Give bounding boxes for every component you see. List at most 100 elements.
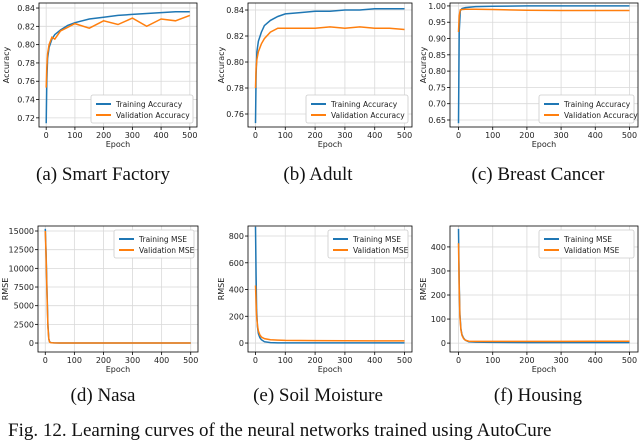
x-tick-label: 300	[337, 356, 352, 365]
y-tick-label: 300	[431, 267, 446, 276]
x-tick-label: 0	[456, 356, 461, 365]
y-tick-label: 200	[431, 291, 446, 300]
x-axis-label: Epoch	[106, 140, 131, 149]
x-tick-label: 400	[154, 356, 169, 365]
x-axis-label: Epoch	[106, 365, 131, 374]
x-tick-label: 200	[96, 356, 111, 365]
x-axis-label: Epoch	[318, 365, 343, 374]
legend-label: Validation MSE	[353, 246, 409, 255]
legend: Training MSE Validation MSE	[538, 229, 635, 259]
x-tick-label: 200	[307, 131, 322, 140]
y-tick-label: 0	[29, 339, 34, 348]
legend: Training Accuracy Validation Accuracy	[90, 94, 194, 124]
caption-b: (b) Adult	[283, 164, 353, 185]
x-tick-label: 200	[96, 131, 111, 140]
legend-label: Validation Accuracy	[331, 111, 405, 120]
series-line-validation	[254, 26, 405, 89]
x-tick-label: 500	[397, 356, 412, 365]
y-tick-label: 2500	[14, 320, 34, 329]
y-tick-label: 0.78	[17, 59, 35, 68]
y-tick-label: 0.90	[428, 35, 446, 44]
x-tick-label: 300	[337, 131, 352, 140]
x-tick-label: 500	[183, 356, 198, 365]
series-line-validation	[457, 243, 630, 343]
legend-label: Training MSE	[563, 235, 612, 244]
subplot-a: 0 100 200 300 400 500 0.72 0.74 0.76 0.78 0.80 0.82…	[2, 2, 198, 149]
x-tick-label: 400	[367, 131, 382, 140]
y-tick-label: 1.00	[428, 2, 446, 11]
x-tick-label: 200	[519, 356, 534, 365]
y-axis-label: Accuracy	[419, 46, 428, 83]
subplot-d: 0 100 200 300 400 500025005000750010000125001…	[1, 225, 199, 374]
x-tick-label: 300	[125, 131, 140, 140]
legend-label: Training Accuracy	[563, 100, 631, 109]
legend-box	[90, 94, 194, 124]
series-line-validation	[45, 14, 191, 88]
y-tick-label: 200	[229, 312, 244, 321]
y-tick-label: 400	[229, 286, 244, 295]
x-tick-label: 500	[182, 131, 197, 140]
x-tick-label: 100	[485, 131, 500, 140]
series-line-validation	[254, 285, 405, 342]
x-tick-label: 100	[278, 356, 293, 365]
series-line-training	[457, 5, 630, 124]
y-tick-label: 0.84	[17, 4, 35, 13]
y-tick-label: 800	[229, 232, 244, 241]
x-tick-label: 500	[622, 356, 637, 365]
x-tick-label: 400	[588, 356, 603, 365]
y-tick-label: 0.70	[428, 100, 446, 109]
x-tick-label: 300	[553, 356, 568, 365]
legend-label: Validation Accuracy	[564, 111, 638, 120]
y-tick-label: 400	[431, 243, 446, 252]
figure-caption: Fig. 12. Learning curves of the neural n…	[8, 420, 552, 441]
y-tick-label: 15000	[9, 227, 34, 236]
caption-c: (c) Breast Cancer	[471, 164, 605, 185]
legend: Training MSE Validation MSE	[113, 229, 195, 259]
caption-f: (f) Housing	[493, 385, 583, 406]
y-axis-label: RMSE	[419, 278, 428, 301]
y-tick-label: 0.80	[226, 58, 244, 67]
x-tick-label: 300	[553, 131, 568, 140]
y-tick-label: 0.78	[226, 84, 244, 93]
x-tick-label: 500	[397, 131, 412, 140]
caption-a: (a) Smart Factory	[35, 164, 171, 185]
legend-label: Validation MSE	[564, 246, 620, 255]
x-tick-label: 0	[253, 131, 258, 140]
x-tick-label: 200	[307, 356, 322, 365]
plot-frame	[37, 225, 199, 353]
legend: Training Accuracy Validation Accuracy	[305, 94, 409, 124]
x-tick-label: 100	[67, 131, 82, 140]
y-tick-label: 0	[239, 339, 244, 348]
x-tick-label: 200	[519, 131, 534, 140]
plot-frame	[449, 2, 639, 128]
legend-label: Training MSE	[352, 235, 401, 244]
series-line-validation	[44, 230, 191, 344]
x-tick-label: 400	[367, 356, 382, 365]
legend-box	[538, 229, 635, 259]
y-tick-label: 600	[229, 259, 244, 268]
y-tick-label: 0.85	[428, 51, 446, 60]
y-tick-label: 0.72	[17, 114, 35, 123]
legend-box	[538, 94, 635, 124]
x-tick-label: 400	[588, 131, 603, 140]
y-tick-label: 100	[431, 315, 446, 324]
caption-d: (d) Nasa	[70, 385, 136, 406]
legend: Training MSE Validation MSE	[327, 229, 409, 259]
y-tick-label: 5000	[14, 302, 34, 311]
series-line-training	[254, 7, 405, 124]
legend: Training Accuracy Validation Accuracy	[538, 94, 638, 124]
y-tick-label: 0.75	[428, 83, 446, 92]
legend-label: Validation Accuracy	[116, 111, 190, 120]
y-tick-label: 0.95	[428, 18, 446, 27]
y-axis-label: RMSE	[1, 278, 10, 301]
plot-frame	[38, 2, 198, 128]
x-tick-label: 500	[622, 131, 637, 140]
y-axis-label: Accuracy	[217, 46, 226, 83]
x-tick-label: 300	[125, 356, 140, 365]
subplot-b: 0 100 200 300 400 500 0.76 0.78 0.80 0.82 0.84 Epoc…	[217, 2, 413, 149]
x-tick-label: 0	[253, 356, 258, 365]
x-tick-label: 100	[278, 131, 293, 140]
subplot-e: 0 100 200 300 400 500 0 200 400 600 800 Epoch RMSE Tr…	[217, 225, 413, 374]
